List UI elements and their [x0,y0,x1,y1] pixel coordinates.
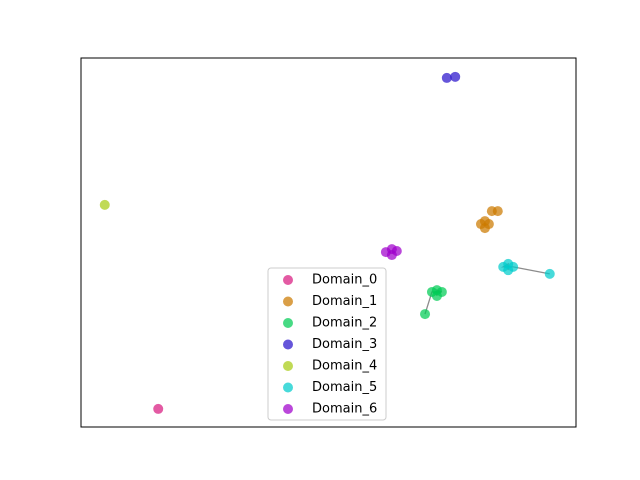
marks [99,71,555,414]
legend-label: Domain_1 [312,294,377,309]
legend-label: Domain_0 [312,273,377,288]
legend-marker [283,404,293,414]
point [441,72,452,83]
point [503,265,514,276]
point [99,199,110,210]
point [479,223,490,234]
point [386,250,397,261]
legend-marker [283,382,293,393]
legend-marker [283,318,293,328]
point [544,268,555,279]
legend-marker [283,339,293,350]
legend-label: Domain_5 [312,380,377,395]
point [153,403,164,414]
legend-label: Domain_2 [312,316,377,331]
legend-label: Domain_6 [312,402,377,417]
legend-label: Domain_4 [312,359,377,374]
point [479,216,490,227]
legend: Domain_0 Domain_1 Domain_2 Domain_3 Domain_4… [267,267,387,421]
legend-box [267,267,387,421]
legend-marker [283,296,293,307]
legend-marker [283,361,293,371]
legend-marker [283,275,293,285]
point [420,309,431,320]
point [431,291,442,302]
legend-label: Domain_3 [312,337,377,352]
point [492,206,503,217]
point [450,71,461,82]
